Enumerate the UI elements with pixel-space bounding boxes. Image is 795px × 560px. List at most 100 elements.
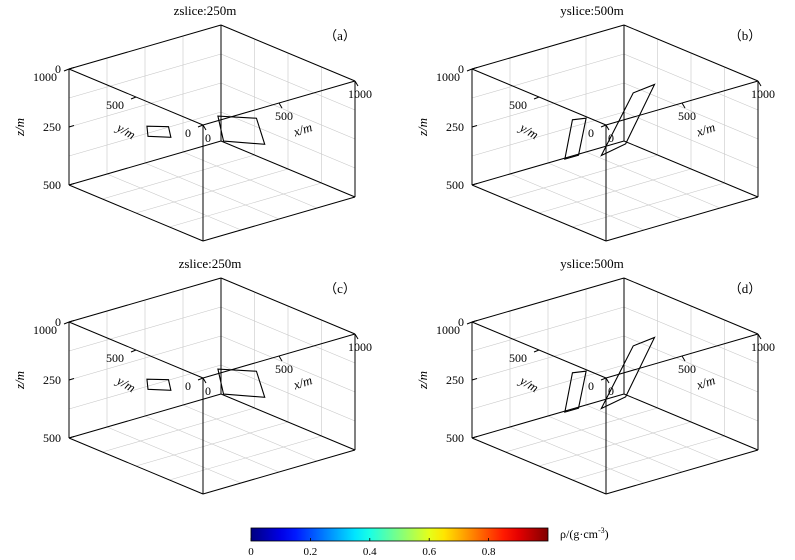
box-edge (471, 393, 625, 439)
panel-d-label: （d） (729, 281, 762, 296)
grid-line (623, 111, 759, 169)
box-edge (471, 24, 625, 70)
box-edge (68, 183, 75, 186)
box-edge (68, 436, 75, 439)
box-edge (600, 377, 607, 381)
box-edge (623, 277, 759, 335)
x-axis-label: x/m (291, 372, 314, 392)
grid-line (68, 111, 222, 157)
box-edge (68, 140, 222, 186)
box-edge (202, 377, 207, 384)
x-tick-label: 500 (678, 109, 696, 123)
box-edge (471, 184, 607, 242)
y-tick-label: 1000 (33, 70, 57, 84)
grid-line (471, 111, 625, 157)
model-outline (217, 115, 266, 145)
colorbar-gradient (250, 527, 549, 542)
grid-line (220, 335, 356, 393)
y-axis-label: y/m (516, 119, 541, 142)
panel-c: zslice:250m （c） 02505000500100005001000z… (12, 256, 372, 495)
colorbar-tick-label: 0.2 (304, 546, 318, 558)
box-edge (471, 125, 478, 128)
x-tick-label: 500 (678, 362, 696, 376)
panel-b-title: yslice:500m (560, 3, 624, 18)
x-axis-label: x/m (694, 372, 717, 392)
x-tick-label: 500 (275, 109, 293, 123)
box-edge (202, 196, 356, 242)
box-edge (68, 24, 222, 70)
y-tick-label: 0 (588, 379, 594, 393)
y-tick-label: 500 (106, 351, 124, 365)
x-tick-label: 1000 (348, 87, 372, 101)
colorbar-tick-label: 0.8 (482, 546, 496, 558)
x-axis-label: x/m (291, 119, 314, 139)
grid-line (220, 53, 356, 111)
z-tick-label: 0 (458, 315, 464, 329)
density-heatmap (539, 53, 691, 213)
slice-plane (539, 306, 691, 466)
box-edge (68, 277, 222, 323)
box-edge (68, 378, 75, 381)
y-axis-label: y/m (516, 372, 541, 395)
panel-d: yslice:500m （d） 02505000500100005001000z… (415, 256, 775, 495)
grid-line (182, 404, 318, 462)
y-axis-label: y/m (113, 119, 138, 142)
box-edge (202, 124, 207, 131)
grid-line (102, 154, 255, 200)
y-tick-label: 1000 (33, 323, 57, 337)
box-edge (757, 333, 762, 340)
y-tick-label: 500 (509, 98, 527, 112)
panel-c-title: zslice:250m (179, 256, 242, 271)
grid-line (547, 415, 683, 473)
box-edge (197, 377, 204, 381)
slice-plane (539, 53, 691, 213)
slice-plane (146, 115, 266, 145)
box-edge (220, 140, 356, 198)
grid-line (623, 53, 759, 111)
box-edge (533, 349, 540, 353)
box-edge (681, 102, 686, 109)
grid-line (220, 82, 356, 140)
y-tick-label: 0 (588, 126, 594, 140)
box-edge (757, 80, 762, 87)
axes-frame (471, 277, 759, 484)
y-tick-label: 1000 (436, 323, 460, 337)
box-edge (600, 124, 607, 128)
panel-d-title: yslice:500m (560, 256, 624, 271)
box-edge (605, 449, 759, 495)
colorbar-tick-label: 0.6 (422, 546, 436, 558)
z-tick-label: 250 (446, 120, 464, 134)
box-edge (202, 449, 356, 495)
grid-line (623, 306, 759, 364)
density-heatmap (539, 306, 691, 466)
model-outline (600, 83, 656, 157)
box-edge (220, 277, 356, 335)
box-edge (471, 320, 478, 323)
box-edge (466, 321, 473, 325)
grid-line (505, 154, 658, 200)
box-edge (466, 68, 473, 72)
grid-line (585, 404, 721, 462)
model-outline (146, 378, 172, 391)
grid-line (220, 306, 356, 364)
box-edge (63, 321, 70, 325)
box-edge (220, 393, 356, 451)
grid-line (623, 364, 759, 422)
grid-line (547, 162, 683, 220)
model-outline (564, 370, 587, 413)
x-tick-label: 1000 (751, 340, 775, 354)
colorbar-label: ρ/(g·cm-3) (560, 526, 609, 541)
grid-line (623, 82, 759, 140)
grid-line (471, 306, 625, 352)
z-axis-label: z/m (12, 118, 27, 137)
box-edge (471, 378, 478, 381)
grid-line (471, 364, 625, 410)
x-tick-label: 0 (608, 384, 614, 398)
box-edge (68, 184, 204, 242)
grid-line (68, 364, 222, 410)
colorbar: ρ/(g·cm-3) 0 0.2 0.4 0.6 0.8 (248, 526, 608, 558)
x-tick-label: 1000 (751, 87, 775, 101)
box-edge (681, 355, 686, 362)
